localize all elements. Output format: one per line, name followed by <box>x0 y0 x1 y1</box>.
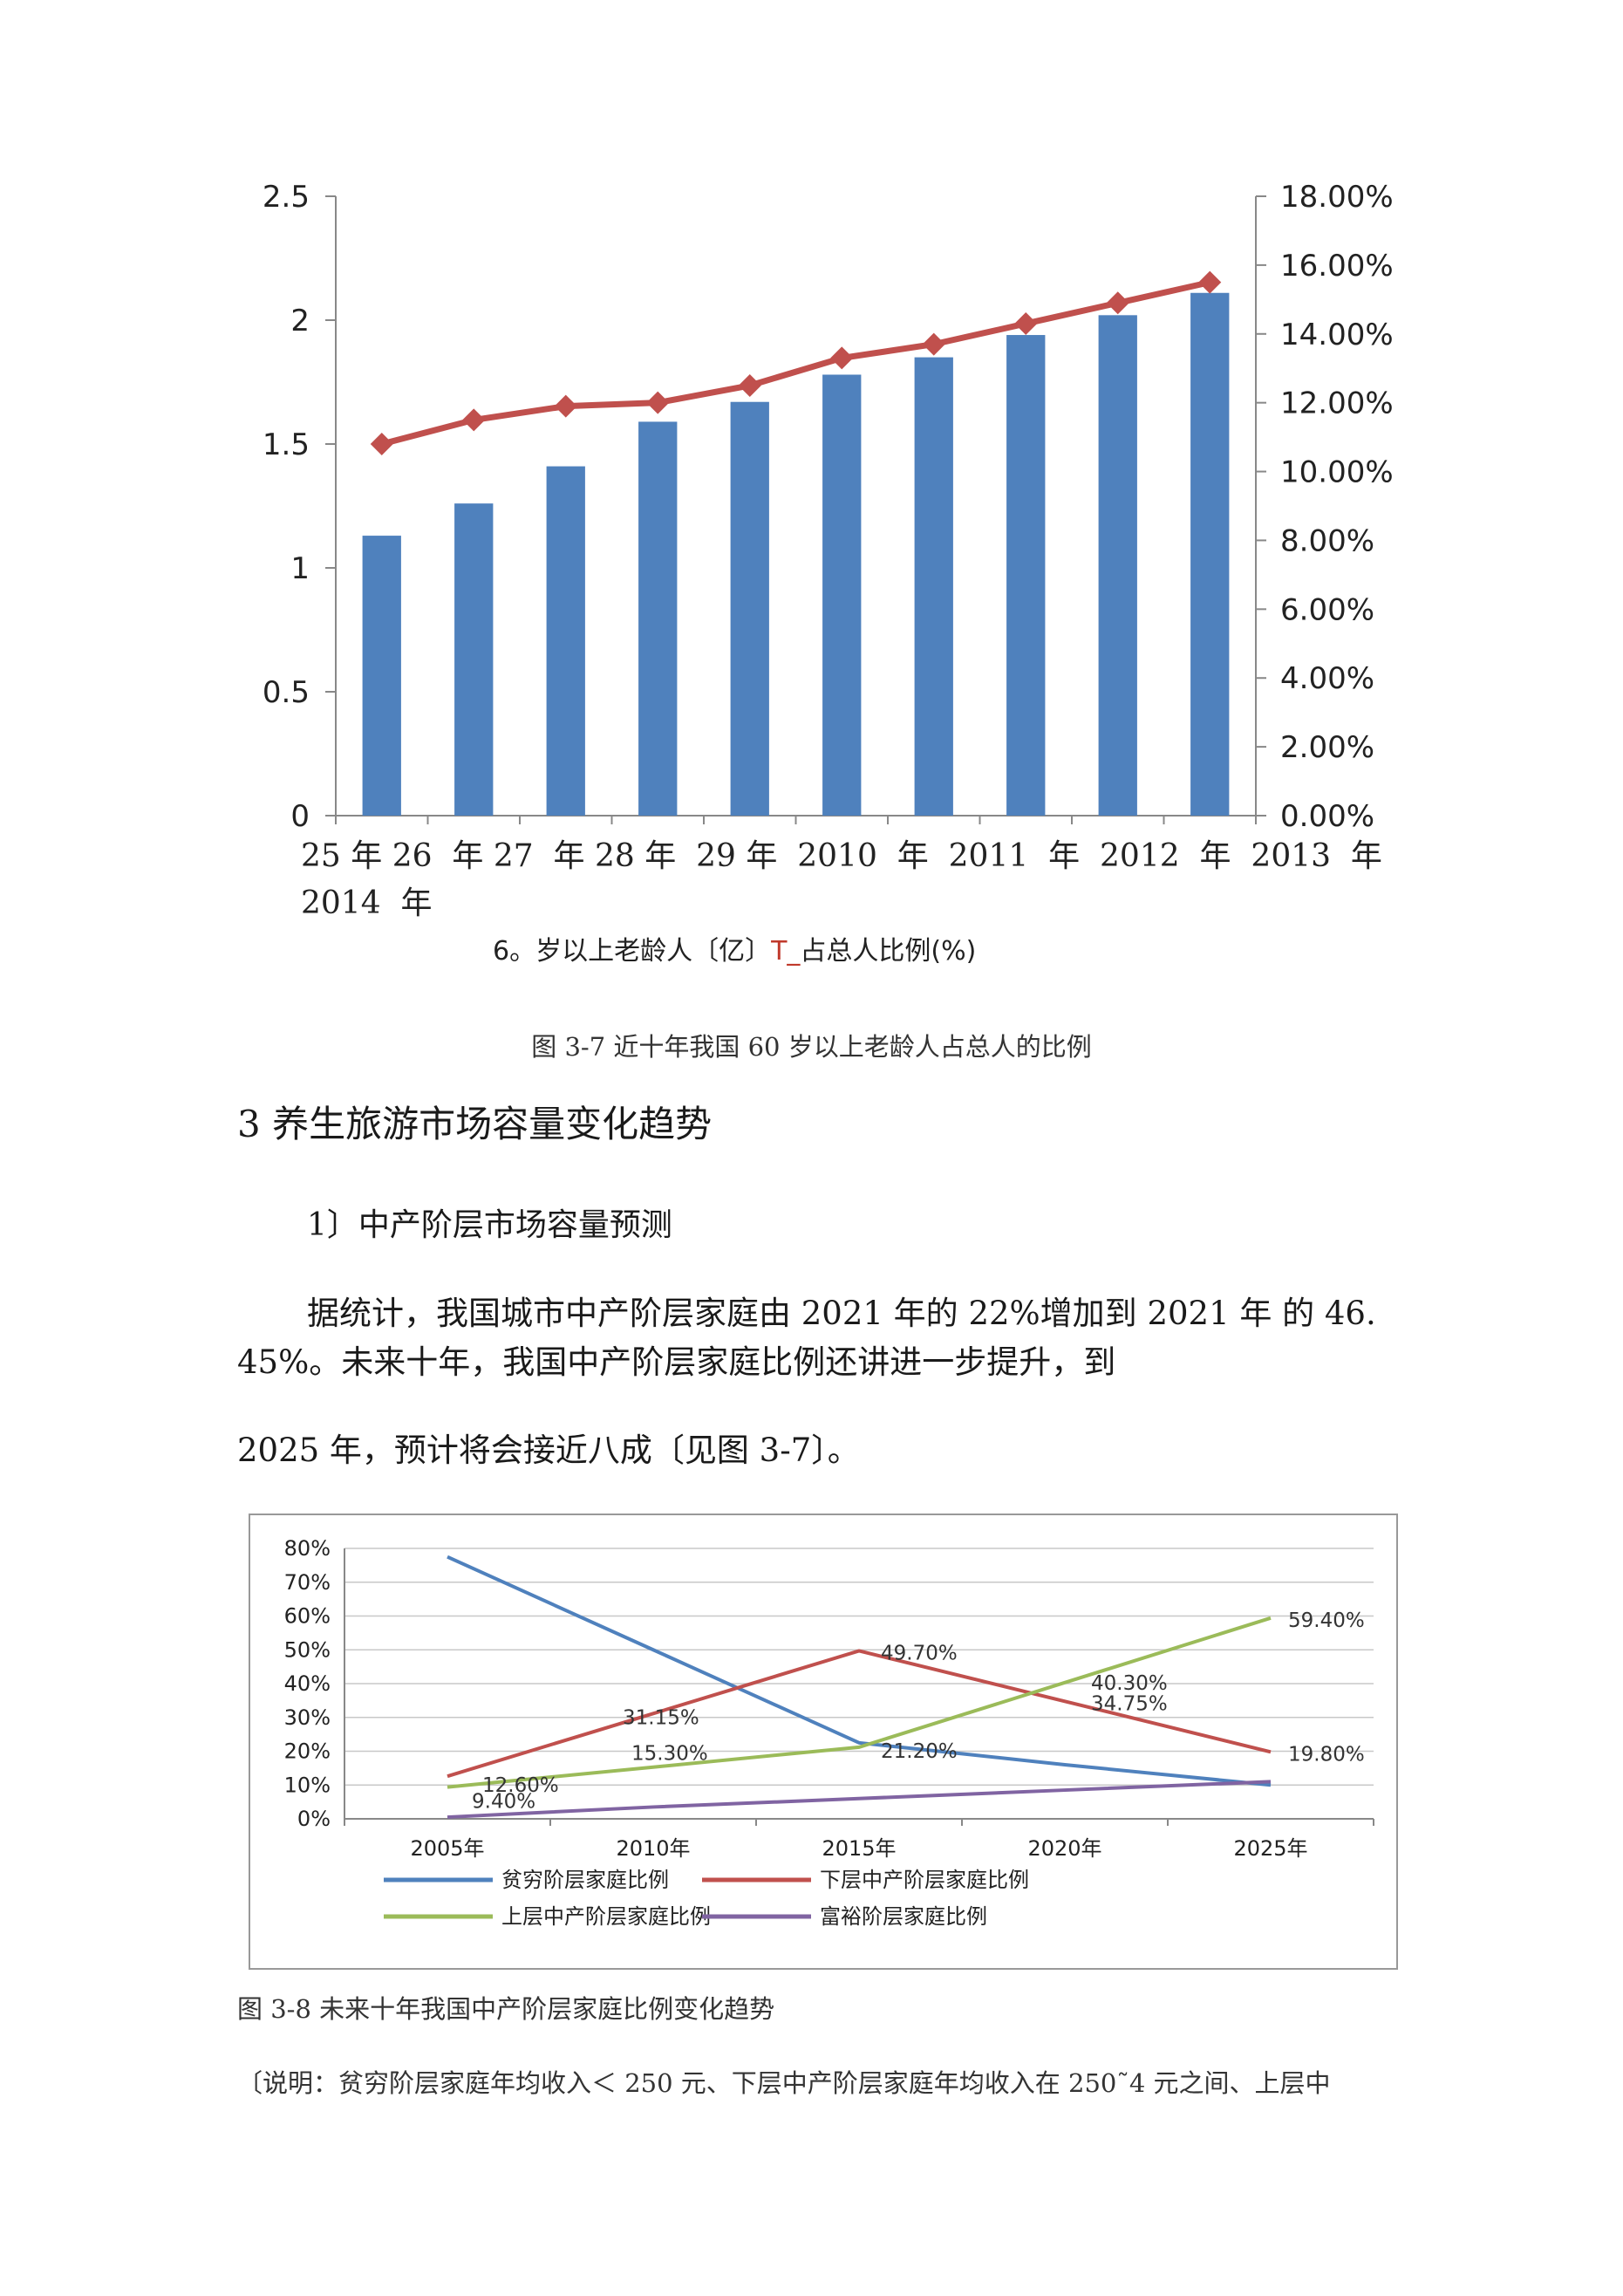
chart1-x-categories-line2: 2014 年 <box>301 885 433 921</box>
series-line <box>447 1616 1272 1789</box>
chart1-x-categories-line1: 25 年 26 年 27 年 28 年 29 年 2010 年 2011 年 2… <box>301 838 1382 874</box>
data-label: 59.40% <box>1288 1609 1365 1632</box>
chart2-frame <box>249 1514 1398 1970</box>
ratio-point <box>1106 291 1129 315</box>
figure-caption-3-7: 图 3-7 近十年我国 60 岁以上老龄人占总人的比例 <box>531 1032 1092 1062</box>
legend-label: 富裕阶层家庭比例 <box>820 1904 987 1929</box>
y-axis-tick-label: 50% <box>284 1637 331 1662</box>
bar <box>730 401 769 816</box>
data-label: 19.80% <box>1288 1743 1365 1766</box>
bar <box>1190 292 1230 816</box>
right-axis-tick-label: 0.00% <box>1280 799 1374 834</box>
x-axis-tick-label: 2005年 <box>410 1836 484 1861</box>
section-heading: 3 养生旅游市场容量变化趋势 <box>237 1103 713 1145</box>
series-line <box>447 1780 1272 1820</box>
elderly-population-chart: 0 0.5 1 1.5 2 2.5 0.00% 2.00% 4.00% 6.00% 8.00% 10.… <box>263 180 1394 834</box>
y-axis-tick-label: 80% <box>284 1536 331 1561</box>
ratio-point <box>370 433 393 455</box>
data-label: 21.20% <box>881 1740 958 1763</box>
bar <box>914 357 953 817</box>
ratio-point <box>1198 270 1222 294</box>
bar <box>638 421 678 816</box>
x-axis-tick-label: 2010年 <box>616 1836 690 1861</box>
left-axis-tick-label: 1 <box>290 551 310 586</box>
bar <box>362 536 401 816</box>
left-axis-tick-label: 2.5 <box>263 180 310 215</box>
bar <box>822 374 862 816</box>
right-axis-tick-label: 14.00% <box>1280 318 1394 352</box>
data-label: 9.40% <box>472 1791 535 1814</box>
bar <box>1006 335 1046 816</box>
figure-caption-3-8: 图 3-8 未来十年我国中产阶层家庭比例变化趋势 <box>237 1994 775 2024</box>
y-axis-tick-label: 60% <box>284 1604 331 1629</box>
middle-class-trend-chart: 0% 10% 20% 30% 40% 50% 60% 70% 80% 2005年 2010年 2015… <box>249 1514 1398 1970</box>
series-line <box>447 1555 1272 1787</box>
body-paragraph-2: 2025 年，预计将会接近八成〔见图 3-7〕。 <box>237 1432 860 1469</box>
right-axis-tick-label: 2.00% <box>1280 730 1374 765</box>
bar <box>546 466 585 816</box>
right-axis-tick-label: 16.00% <box>1280 249 1394 284</box>
subsection-heading: 1〕中产阶层市场容量预测 <box>307 1207 672 1243</box>
chart1-x-categories: 25 年 26 年 27 年 28 年 29 年 2010 年 2011 年 2… <box>301 833 1382 927</box>
legend-bar-label: 6。岁以上老龄人〔亿〕 <box>493 936 772 967</box>
data-label: 40.30% <box>1091 1672 1168 1695</box>
x-axis-tick-label: 2020年 <box>1027 1836 1101 1861</box>
right-axis-tick-label: 10.00% <box>1280 455 1394 490</box>
ratio-point <box>1014 311 1038 335</box>
legend-label: 下层中产阶层家庭比例 <box>820 1868 1029 1892</box>
left-axis-tick-label: 2 <box>290 304 310 338</box>
left-axis-tick-label: 1.5 <box>263 427 310 462</box>
series-line <box>447 1649 1272 1779</box>
data-label: 12.60% <box>482 1774 559 1797</box>
ratio-point <box>922 332 945 356</box>
right-axis-tick-label: 18.00% <box>1280 180 1394 215</box>
y-axis-tick-label: 30% <box>284 1705 331 1730</box>
data-label: 31.15% <box>623 1706 699 1729</box>
left-axis-tick-label: 0.5 <box>263 675 310 710</box>
legend-label: 贫穷阶层家庭比例 <box>501 1868 669 1892</box>
y-axis-tick-label: 0% <box>297 1807 331 1831</box>
body-paragraph-1: 据统计，我国城市中产阶层家庭由 2021 年的 22%增加到 2021 年 的 … <box>237 1295 1376 1381</box>
y-axis-tick-label: 40% <box>284 1671 331 1696</box>
ratio-series-line <box>380 279 1211 448</box>
bar <box>1098 315 1137 816</box>
left-axis-tick-label: 0 <box>290 799 310 834</box>
data-label: 49.70% <box>881 1642 958 1664</box>
y-axis-tick-label: 20% <box>284 1739 331 1764</box>
ratio-point <box>738 373 761 397</box>
right-axis-tick-label: 8.00% <box>1280 523 1374 558</box>
ratio-point <box>830 346 854 370</box>
ratio-point <box>554 394 577 418</box>
right-axis-tick-label: 4.00% <box>1280 661 1374 696</box>
data-label: 15.30% <box>631 1743 708 1766</box>
right-axis-tick-label: 6.00% <box>1280 592 1374 627</box>
right-axis-tick-label: 12.00% <box>1280 386 1394 421</box>
y-axis-tick-label: 70% <box>284 1570 331 1595</box>
legend-line-marker: T_ <box>771 936 801 967</box>
data-label: 34.75% <box>1091 1692 1168 1715</box>
ratio-point <box>462 408 486 432</box>
legend-line-label: 占总人比例(%) <box>800 936 977 967</box>
chart1-legend: 6。岁以上老龄人〔亿〕T_占总人比例(%) <box>493 929 976 967</box>
y-axis-tick-label: 10% <box>284 1773 331 1797</box>
legend-label: 上层中产阶层家庭比例 <box>501 1904 711 1929</box>
x-axis-tick-label: 2025年 <box>1233 1836 1307 1861</box>
footnote: 〔说明：贫穷阶层家庭年均收入＜ 250 元、下层中产阶层家庭年均收入在 250˜… <box>237 2068 1331 2098</box>
x-axis-tick-label: 2015年 <box>822 1836 896 1861</box>
ratio-point <box>646 391 670 414</box>
bar <box>454 503 494 816</box>
